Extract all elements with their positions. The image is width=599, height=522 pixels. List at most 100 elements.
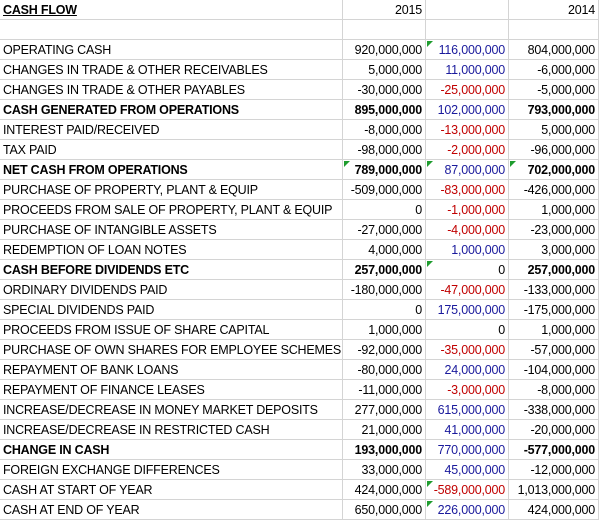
value-cell: 0 [343, 200, 426, 220]
empty-cell [509, 20, 599, 40]
row-label: SPECIAL DIVIDENDS PAID [0, 300, 343, 320]
value-cell: -11,000,000 [343, 380, 426, 400]
difference-cell: -25,000,000 [426, 80, 509, 100]
row-label: CASH BEFORE DIVIDENDS ETC [0, 260, 343, 280]
value-cell: -92,000,000 [343, 340, 426, 360]
difference-cell: -47,000,000 [426, 280, 509, 300]
row-label: OPERATING CASH [0, 40, 343, 60]
difference-cell: 226,000,000 [426, 500, 509, 520]
value-cell: -8,000,000 [509, 380, 599, 400]
row-label: TAX PAID [0, 140, 343, 160]
value-cell: -180,000,000 [343, 280, 426, 300]
row-label: FOREIGN EXCHANGE DIFFERENCES [0, 460, 343, 480]
row-label: CHANGES IN TRADE & OTHER PAYABLES [0, 80, 343, 100]
cell-indicator [427, 161, 433, 167]
year-header: 2015 [343, 0, 426, 20]
cell-indicator [427, 261, 433, 267]
value-cell: 257,000,000 [343, 260, 426, 280]
value-cell: 4,000,000 [343, 240, 426, 260]
value-cell: 1,013,000,000 [509, 480, 599, 500]
row-label: INCREASE/DECREASE IN RESTRICTED CASH [0, 420, 343, 440]
difference-cell: 0 [426, 320, 509, 340]
value-cell: -80,000,000 [343, 360, 426, 380]
value-cell: -20,000,000 [509, 420, 599, 440]
value-cell: 1,000,000 [509, 320, 599, 340]
difference-cell: -2,000,000 [426, 140, 509, 160]
cell-indicator [427, 41, 433, 47]
value-cell: -8,000,000 [343, 120, 426, 140]
difference-cell: 615,000,000 [426, 400, 509, 420]
value-cell: 193,000,000 [343, 440, 426, 460]
empty-cell [426, 0, 509, 20]
year-header: 2014 [509, 0, 599, 20]
difference-cell: 770,000,000 [426, 440, 509, 460]
value-cell: -57,000,000 [509, 340, 599, 360]
row-label: PROCEEDS FROM ISSUE OF SHARE CAPITAL [0, 320, 343, 340]
cell-indicator [510, 161, 516, 167]
row-label: INCREASE/DECREASE IN MONEY MARKET DEPOSI… [0, 400, 343, 420]
row-label: INTEREST PAID/RECEIVED [0, 120, 343, 140]
row-label: CASH GENERATED FROM OPERATIONS [0, 100, 343, 120]
value-cell: 21,000,000 [343, 420, 426, 440]
difference-cell: 116,000,000 [426, 40, 509, 60]
value-cell: 789,000,000 [343, 160, 426, 180]
value-cell: 424,000,000 [509, 500, 599, 520]
value-cell: 1,000,000 [343, 320, 426, 340]
difference-cell: 87,000,000 [426, 160, 509, 180]
row-label: CASH AT START OF YEAR [0, 480, 343, 500]
sheet-title: CASH FLOW [0, 0, 343, 20]
difference-cell: 1,000,000 [426, 240, 509, 260]
row-label: CHANGES IN TRADE & OTHER RECEIVABLES [0, 60, 343, 80]
value-cell: -133,000,000 [509, 280, 599, 300]
value-cell: 793,000,000 [509, 100, 599, 120]
value-cell: -104,000,000 [509, 360, 599, 380]
row-label: PURCHASE OF PROPERTY, PLANT & EQUIP [0, 180, 343, 200]
difference-cell: -3,000,000 [426, 380, 509, 400]
value-cell: 895,000,000 [343, 100, 426, 120]
value-cell: 1,000,000 [509, 200, 599, 220]
row-label: PURCHASE OF INTANGIBLE ASSETS [0, 220, 343, 240]
value-cell: 257,000,000 [509, 260, 599, 280]
row-label: REPAYMENT OF FINANCE LEASES [0, 380, 343, 400]
value-cell: -577,000,000 [509, 440, 599, 460]
value-cell: 0 [343, 300, 426, 320]
cell-indicator [344, 161, 350, 167]
difference-cell: 102,000,000 [426, 100, 509, 120]
difference-cell: 24,000,000 [426, 360, 509, 380]
value-cell: -96,000,000 [509, 140, 599, 160]
empty-cell [0, 20, 343, 40]
value-cell: 277,000,000 [343, 400, 426, 420]
difference-cell: -4,000,000 [426, 220, 509, 240]
difference-cell: -83,000,000 [426, 180, 509, 200]
row-label: REPAYMENT OF BANK LOANS [0, 360, 343, 380]
value-cell: -30,000,000 [343, 80, 426, 100]
empty-cell [426, 20, 509, 40]
value-cell: -6,000,000 [509, 60, 599, 80]
row-label: ORDINARY DIVIDENDS PAID [0, 280, 343, 300]
value-cell: -98,000,000 [343, 140, 426, 160]
value-cell: 650,000,000 [343, 500, 426, 520]
value-cell: 3,000,000 [509, 240, 599, 260]
value-cell: -23,000,000 [509, 220, 599, 240]
row-label: PURCHASE OF OWN SHARES FOR EMPLOYEE SCHE… [0, 340, 343, 360]
value-cell: 702,000,000 [509, 160, 599, 180]
row-label: CASH AT END OF YEAR [0, 500, 343, 520]
cell-indicator [427, 481, 433, 487]
value-cell: 5,000,000 [343, 60, 426, 80]
difference-cell: -13,000,000 [426, 120, 509, 140]
empty-cell [343, 20, 426, 40]
value-cell: 5,000,000 [509, 120, 599, 140]
difference-cell: 175,000,000 [426, 300, 509, 320]
value-cell: -12,000,000 [509, 460, 599, 480]
cell-indicator [427, 501, 433, 507]
value-cell: 424,000,000 [343, 480, 426, 500]
value-cell: 804,000,000 [509, 40, 599, 60]
row-label: NET CASH FROM OPERATIONS [0, 160, 343, 180]
row-label: CHANGE IN CASH [0, 440, 343, 460]
difference-cell: 11,000,000 [426, 60, 509, 80]
difference-cell: -589,000,000 [426, 480, 509, 500]
value-cell: -338,000,000 [509, 400, 599, 420]
difference-cell: 41,000,000 [426, 420, 509, 440]
difference-cell: -1,000,000 [426, 200, 509, 220]
